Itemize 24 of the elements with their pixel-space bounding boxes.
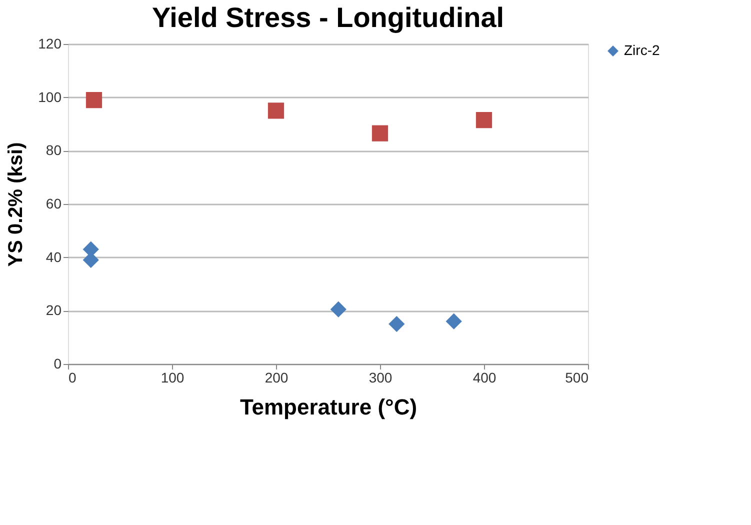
y-tick-label: 20 <box>46 302 62 318</box>
x-tick-label: 200 <box>264 370 288 386</box>
x-axis-title: Temperature (°C) <box>240 394 418 420</box>
x-tick-label: 300 <box>368 370 392 386</box>
y-tick-label: 100 <box>38 88 62 105</box>
y-tick-label: 0 <box>54 356 62 372</box>
y-tick-label: 80 <box>46 142 62 158</box>
point <box>268 102 284 119</box>
chart-title: Yield Stress - Longitudinal <box>152 2 504 33</box>
y-tick-label: 120 <box>38 36 62 52</box>
y-tick-label: 60 <box>46 196 62 212</box>
point <box>446 313 462 330</box>
point <box>476 112 492 128</box>
point <box>86 92 102 108</box>
point <box>388 316 405 332</box>
y-axis-title: YS 0.2% (ksi) <box>5 142 28 267</box>
point <box>372 125 388 142</box>
point <box>330 301 346 318</box>
y-tick-label: 40 <box>46 248 62 265</box>
x-tick-label: 0 <box>68 370 76 386</box>
legend-label: Zirc-2 <box>624 42 660 58</box>
x-tick-label: 500 <box>565 370 589 386</box>
x-tick-label: 100 <box>160 370 184 386</box>
x-tick-label: 400 <box>472 370 496 386</box>
